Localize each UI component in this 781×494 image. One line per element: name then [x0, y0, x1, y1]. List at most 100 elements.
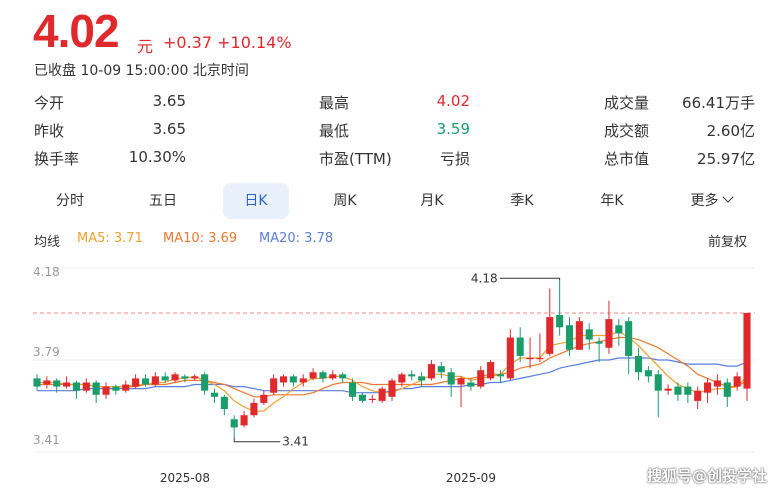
- candle: [122, 380, 130, 393]
- candle-body: [457, 378, 465, 385]
- candle-body: [358, 394, 366, 401]
- stat-turnover-rate-value: 10.30%: [128, 148, 186, 166]
- candle: [171, 372, 179, 383]
- y-tick-label: 3.41: [33, 433, 60, 447]
- candle: [289, 374, 297, 387]
- candle-body: [723, 382, 731, 397]
- candle: [329, 370, 337, 381]
- candle: [141, 374, 150, 387]
- candle-body: [132, 378, 140, 387]
- candle: [418, 372, 426, 387]
- stat-low-label: 最低: [319, 122, 350, 140]
- candle-body: [43, 380, 51, 385]
- candle-body: [398, 374, 406, 383]
- candle: [457, 376, 465, 408]
- candle: [398, 372, 406, 387]
- candle: [339, 372, 347, 383]
- stat-high-label: 最高: [319, 94, 350, 112]
- candle-body: [556, 315, 564, 328]
- candle: [743, 312, 751, 401]
- candle: [496, 370, 505, 383]
- stat-marketcap-label: 总市值: [604, 150, 650, 168]
- tab-yearly-k[interactable]: 年K: [600, 193, 624, 209]
- candle-body: [526, 357, 534, 360]
- candle-body: [418, 376, 426, 381]
- candle: [191, 374, 199, 381]
- tab-weekly-k[interactable]: 周K: [333, 193, 357, 209]
- tab-five-day[interactable]: 五日: [149, 193, 177, 209]
- candle-body: [575, 321, 583, 350]
- candle: [477, 366, 485, 389]
- candle: [210, 388, 219, 403]
- candle-body: [713, 380, 721, 387]
- candle: [634, 347, 643, 381]
- candle: [358, 392, 366, 403]
- candle-body: [299, 378, 307, 383]
- candle: [279, 374, 288, 387]
- stat-prevclose-value: 3.65: [152, 120, 186, 138]
- tab-intraday[interactable]: 分时: [56, 193, 84, 209]
- candle-body: [585, 329, 593, 340]
- candle-body: [625, 321, 633, 356]
- candle: [43, 376, 51, 389]
- adjust-button[interactable]: 前复权: [708, 235, 748, 250]
- tab-quarterly-k[interactable]: 季K: [510, 193, 534, 209]
- candle-body: [664, 388, 672, 391]
- candle-body: [674, 386, 682, 395]
- candle-body: [309, 372, 317, 379]
- current-price: 4.02: [33, 5, 120, 57]
- candle: [408, 370, 416, 381]
- market-status: 已收盘 10-09 15:00:00 北京时间: [34, 63, 249, 79]
- candle-body: [122, 384, 130, 391]
- candle: [516, 327, 524, 363]
- candle-body: [112, 386, 120, 391]
- period-tabs: 分时 五日 日K 周K 月K 季K 年K 更多: [33, 183, 755, 221]
- candle: [220, 394, 228, 416]
- candle-body: [733, 376, 741, 387]
- candle-body: [92, 382, 100, 395]
- candle-body: [319, 372, 327, 379]
- tab-more[interactable]: 更多: [673, 183, 749, 219]
- candle-body: [595, 341, 603, 344]
- stat-turnover-label: 成交额: [604, 122, 650, 140]
- y-tick-label: 3.79: [33, 345, 60, 359]
- candle: [644, 366, 652, 383]
- candle: [240, 411, 248, 428]
- candle: [427, 360, 435, 381]
- candle: [654, 370, 662, 418]
- candle: [605, 300, 613, 354]
- candle: [33, 374, 41, 391]
- stat-turnover-rate-label: 换手率: [34, 150, 80, 168]
- candle-body: [516, 337, 524, 356]
- candle-body: [644, 370, 652, 377]
- candle: [556, 280, 564, 336]
- candle: [674, 382, 682, 401]
- candle: [378, 386, 386, 403]
- stat-turnover-value: 2.60亿: [706, 122, 755, 140]
- candle-body: [240, 415, 248, 426]
- tab-monthly-k[interactable]: 月K: [420, 193, 444, 209]
- kline-chart[interactable]: 4.18 3.79 3.41 2025-08 2025-09 4.18 3.41: [0, 250, 781, 494]
- candle-body: [605, 319, 613, 348]
- candle-body: [565, 325, 574, 350]
- candle-body: [654, 374, 662, 391]
- candle: [546, 288, 554, 356]
- stat-open-label: 今开: [34, 94, 65, 112]
- stat-low-value: 3.59: [436, 120, 470, 138]
- candle: [270, 374, 278, 395]
- candle-body: [191, 376, 199, 379]
- price-change: +0.37 +10.14%: [163, 33, 292, 52]
- candle-body: [270, 378, 278, 393]
- candle-body: [477, 370, 485, 387]
- candle-body: [53, 380, 61, 387]
- candle: [161, 372, 169, 383]
- stat-pe-value: 亏损: [439, 150, 470, 168]
- candle: [82, 378, 90, 393]
- candle: [575, 317, 583, 350]
- candle-body: [33, 378, 41, 387]
- tab-daily-k[interactable]: 日K: [223, 183, 289, 219]
- candle: [250, 398, 258, 418]
- candle: [92, 380, 100, 403]
- min-price-label: 3.41: [282, 435, 309, 449]
- candle: [615, 319, 623, 346]
